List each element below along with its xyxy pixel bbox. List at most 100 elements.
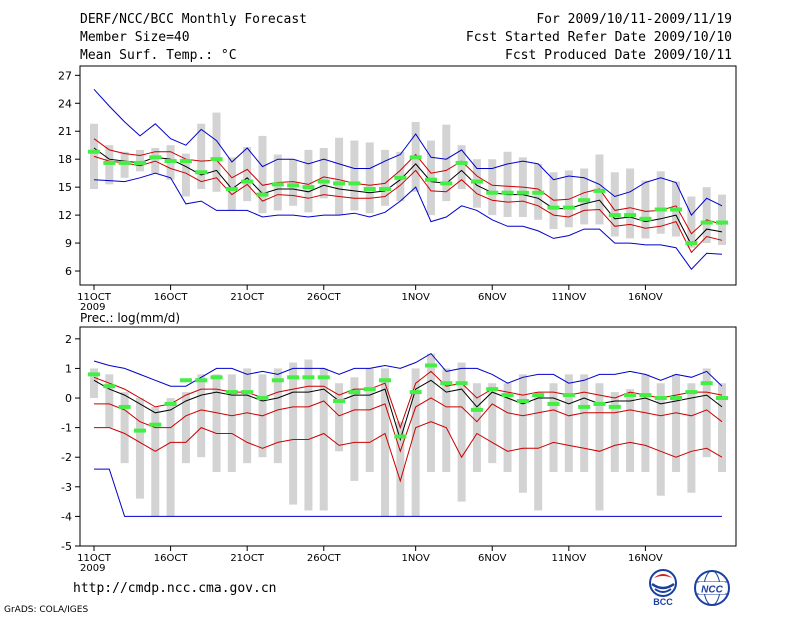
ensemble-spread-bar [304, 359, 313, 511]
x-tick-year-label: 2009 [80, 563, 105, 574]
median-marker [685, 241, 698, 246]
ensemble-spread-bar [702, 187, 711, 244]
ensemble-spread-bar [687, 383, 696, 493]
median-marker [608, 404, 621, 409]
median-marker [164, 159, 177, 164]
median-marker [593, 188, 606, 193]
chart-title: DERF/NCC/BCC Monthly Forecast [80, 12, 307, 27]
median-marker [363, 187, 376, 192]
median-marker [486, 387, 499, 392]
ensemble-min-line [93, 172, 723, 270]
lower-spread-line [93, 155, 723, 254]
y-tick-label: -1 [61, 422, 72, 435]
median-marker [562, 393, 575, 398]
median-marker [256, 192, 269, 197]
y-tick-label: 12 [58, 209, 72, 222]
median-marker [716, 396, 728, 401]
median-marker [302, 185, 315, 190]
median-marker [547, 205, 560, 210]
y-tick-label: 0 [65, 392, 72, 405]
y-tick-label: -3 [61, 481, 72, 494]
median-marker [501, 393, 514, 398]
median-marker [333, 181, 346, 186]
ncc-logo-icon: NCC [694, 570, 730, 606]
median-marker [624, 213, 637, 218]
median-marker [271, 378, 284, 383]
ensemble-spread-bar [426, 353, 435, 473]
x-tick-label: 6NOV [478, 292, 507, 303]
median-marker [593, 401, 606, 406]
ensemble-spread-bar [641, 180, 650, 239]
median-marker [363, 387, 376, 392]
median-marker [440, 181, 453, 186]
y-tick-label: 21 [58, 125, 72, 138]
ensemble-spread-bar [580, 374, 589, 473]
ensemble-spread-bar [212, 374, 221, 473]
y-tick-label: 2 [65, 333, 72, 346]
y-tick-label: 18 [58, 153, 72, 166]
median-marker [578, 198, 591, 203]
median-marker [118, 404, 131, 409]
x-tick-label: 1NOV [401, 292, 430, 303]
x-tick-label: 26OCT [307, 553, 342, 564]
ensemble-spread-bar [472, 383, 481, 473]
median-marker [225, 390, 238, 395]
median-marker [394, 434, 407, 439]
median-marker [103, 160, 116, 165]
ensemble-spread-bar [350, 140, 359, 211]
median-marker [348, 181, 361, 186]
ensemble-spread-bar [90, 123, 98, 190]
y-tick-label: 27 [58, 69, 72, 82]
median-marker [379, 187, 392, 192]
ensemble-spread-bar [181, 392, 190, 464]
median-marker [440, 381, 453, 386]
median-marker [271, 182, 284, 187]
ensemble-spread-bar [227, 157, 236, 211]
ncc-logo-text: NCC [701, 585, 723, 596]
ensemble-spread-bar [672, 374, 681, 473]
x-tick-label: 16OCT [154, 292, 189, 303]
x-tick-label: 1NOV [401, 553, 430, 564]
plot-frame [79, 65, 737, 286]
y-tick-label: 15 [58, 181, 72, 194]
median-marker [455, 160, 468, 165]
ensemble-spread-bar [503, 151, 512, 217]
median-marker [195, 378, 208, 383]
ensemble-spread-bar [488, 383, 497, 464]
median-marker [287, 375, 300, 380]
median-marker [424, 363, 437, 368]
median-marker [700, 220, 713, 225]
x-tick-label: 11NOV [551, 553, 586, 564]
ensemble-max-line [93, 88, 723, 216]
ensemble-spread-bar [656, 383, 665, 496]
ensemble-spread-bar [580, 168, 589, 225]
y-tick-label: 6 [65, 265, 72, 278]
bcc-logo-text: BCC [653, 597, 673, 607]
bcc-logo-icon: BCC [649, 569, 677, 607]
ensemble-spread-bar [243, 147, 252, 202]
ensemble-spread-bar [120, 392, 129, 464]
median-marker [486, 190, 499, 195]
median-marker [302, 375, 315, 380]
median-marker [394, 175, 407, 180]
median-marker [608, 213, 621, 218]
ensemble-spread-bar [442, 124, 451, 202]
source-url[interactable]: http://cmdp.ncc.cma.gov.cn [73, 581, 277, 596]
x-tick-label: 21OCT [230, 553, 265, 564]
median-marker [179, 378, 192, 383]
x-tick-label: 11NOV [551, 292, 586, 303]
lower-spread-line-2 [94, 421, 723, 483]
x-tick-year-label: 2009 [80, 302, 105, 313]
ensemble-spread-bar [641, 374, 650, 473]
median-marker [409, 390, 422, 395]
ensemble-spread-bar [549, 383, 558, 473]
median-marker [578, 404, 591, 409]
x-tick-label: 16NOV [628, 292, 663, 303]
ensemble-spread-bar [350, 377, 359, 481]
forecast-start-date: Fcst Started Refer Date 2009/10/10 [465, 30, 732, 45]
forecast-period: For 2009/10/11-2009/11/19 [536, 12, 732, 27]
ensemble-spread-bar [197, 123, 206, 190]
median-marker [455, 381, 468, 386]
y-tick-label: 24 [58, 97, 72, 110]
